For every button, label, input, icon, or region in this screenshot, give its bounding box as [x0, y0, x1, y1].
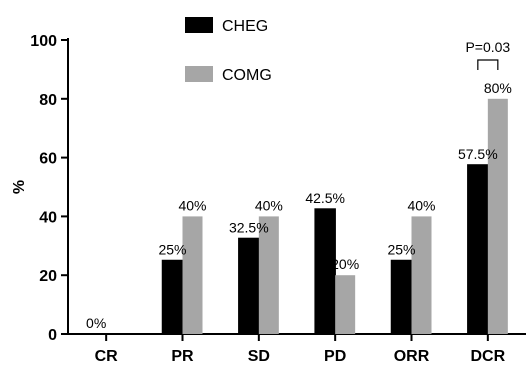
data-label: 42.5% [305, 190, 345, 206]
data-label: 32.5% [229, 219, 269, 235]
legend-label-cheg: CHEG [222, 18, 268, 35]
significance-bracket [477, 59, 499, 70]
y-tick-label: 80 [39, 92, 57, 109]
x-category-label: PR [171, 348, 194, 365]
data-label: 20% [331, 256, 359, 272]
p-value-label: P=0.03 [465, 39, 510, 55]
bar-cheg-orr [390, 259, 413, 335]
significance-annotation: P=0.03 [465, 39, 510, 70]
data-label: 57.5% [458, 146, 498, 162]
x-axis-categories: CR PR SD PD ORR DCR [95, 334, 506, 365]
y-axis-ticks: 0 20 40 60 80 100 [30, 33, 68, 344]
bar-comg-pd [335, 275, 356, 334]
data-label: 25% [387, 242, 415, 258]
y-tick-label: 40 [39, 209, 57, 226]
y-tick-label: 0 [48, 327, 57, 344]
legend-swatch-cheg [185, 17, 213, 33]
axes [67, 38, 526, 335]
x-category-label: CR [95, 348, 119, 365]
y-axis-label: % [11, 180, 28, 194]
bar-comg-dcr [487, 98, 508, 334]
bars [161, 98, 508, 335]
y-tick-label: 60 [39, 151, 57, 168]
y-tick-label: 100 [30, 33, 57, 50]
x-category-label: PD [324, 348, 346, 365]
bar-comg-orr [411, 216, 432, 334]
x-category-label: ORR [394, 348, 430, 365]
legend-swatch-comg [185, 66, 213, 82]
legend-label-comg: COMG [222, 67, 272, 84]
legend: CHEG COMG [185, 17, 272, 84]
bar-cheg-pr [161, 259, 184, 335]
x-category-label: DCR [470, 348, 505, 365]
data-label: 0% [86, 315, 106, 331]
y-tick-label: 20 [39, 268, 57, 285]
bar-cheg-pd [314, 208, 336, 335]
data-label: 25% [158, 242, 186, 258]
bar-comg-pr [182, 216, 203, 334]
data-label: 40% [255, 197, 283, 213]
bar-cheg-sd [238, 237, 260, 335]
data-label: 40% [407, 197, 435, 213]
x-category-label: SD [248, 348, 270, 365]
data-label: 40% [178, 197, 206, 213]
bar-cheg-dcr [467, 164, 489, 335]
bar-comg-sd [258, 216, 279, 334]
data-label: 80% [484, 80, 512, 96]
data-labels: 0% 25% 40% 32.5% 40% 42.5% 20% 25% 40% 57.5% 80% [86, 80, 512, 331]
